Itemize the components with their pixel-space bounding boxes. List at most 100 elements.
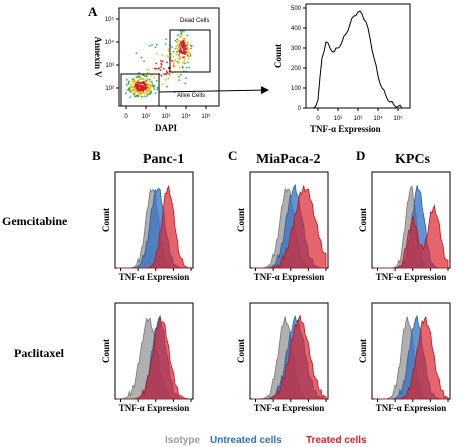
scatter-point xyxy=(130,83,133,86)
scatter-point xyxy=(172,50,175,53)
hist-xlabel: TNF-α Expression xyxy=(310,124,381,134)
hist-x-tick-label: 10⁴ xyxy=(373,115,383,122)
scatter-x-tick-label: 10⁴ xyxy=(181,113,191,120)
scatter-point xyxy=(176,38,178,41)
scatter-point xyxy=(178,53,181,56)
scatter-point xyxy=(179,35,181,38)
scatter-point xyxy=(143,75,146,78)
scatter-point xyxy=(186,61,189,64)
legend: Isotype Untreated cells Treated cells xyxy=(165,435,367,446)
scatter-point xyxy=(188,51,190,54)
overlay-histograms: Count TNF-α Expression Count TNF-α Expressi… xyxy=(101,171,451,413)
scatter-point xyxy=(188,66,191,69)
scatter-point xyxy=(155,52,158,55)
scatter-point xyxy=(133,89,136,92)
scatter-point xyxy=(145,95,148,98)
gate-label-dead: Dead Cells xyxy=(180,18,209,24)
scatter-point xyxy=(172,64,175,67)
scatter-point xyxy=(178,51,181,53)
hist-y-ticks: 0 100 200 300 400 500 xyxy=(291,6,306,112)
scatter-point xyxy=(157,67,160,70)
y-axis-label: Count xyxy=(236,339,246,363)
scatter-point xyxy=(166,55,168,57)
scatter-point xyxy=(146,78,149,81)
scatter-point xyxy=(186,49,188,52)
scatter-point xyxy=(138,72,140,74)
scatter-point xyxy=(147,90,150,93)
scatter-point xyxy=(154,46,157,49)
histogram-panel-b-paclitaxel: Count TNF-α Expression xyxy=(101,302,194,413)
scatter-point xyxy=(178,66,181,69)
legend-untreated: Untreated cells xyxy=(210,435,282,446)
hist-y-tick-label: 500 xyxy=(291,6,302,12)
scatter-point xyxy=(162,67,165,70)
scatter-plot: Dead Cells Alive Cells 0 10² 10³ 10⁴ 10⁵ 10²… xyxy=(93,7,220,133)
scatter-point xyxy=(125,84,128,86)
scatter-point xyxy=(136,86,139,89)
hist-ylabel: Count xyxy=(273,44,283,68)
scatter-x-tick-label: 10³ xyxy=(162,114,171,120)
scatter-point xyxy=(151,83,154,85)
scatter-point xyxy=(143,81,145,84)
scatter-point xyxy=(155,62,158,65)
scatter-point xyxy=(143,95,146,98)
scatter-point xyxy=(135,52,138,55)
histogram-panel-c-paclitaxel: Count TNF-α Expression xyxy=(236,302,329,413)
scatter-point xyxy=(145,79,148,82)
scatter-point xyxy=(128,87,131,89)
scatter-point xyxy=(142,91,145,94)
hist-y-tick-label: 0 xyxy=(298,106,302,112)
tnf-histogram: 0 10² 10³ 10⁴ 10⁵ 0 100 200 300 400 500 TNF-α Exp… xyxy=(273,3,411,134)
scatter-point xyxy=(148,78,151,81)
scatter-point xyxy=(141,82,144,85)
scatter-point xyxy=(136,91,139,94)
scatter-point xyxy=(139,93,142,96)
scatter-point xyxy=(184,37,186,40)
scatter-point xyxy=(182,45,185,48)
scatter-point xyxy=(179,57,182,59)
scatter-point xyxy=(135,90,138,93)
scatter-point xyxy=(166,61,168,64)
scatter-point xyxy=(144,83,147,86)
scatter-point xyxy=(160,63,163,66)
y-axis-label: Count xyxy=(358,339,368,363)
scatter-point xyxy=(133,79,136,82)
scatter-point xyxy=(131,88,134,91)
scatter-point xyxy=(182,56,184,59)
legend-isotype: Isotype xyxy=(165,435,200,446)
scatter-point xyxy=(138,93,141,96)
scatter-point xyxy=(134,81,137,84)
scatter-point xyxy=(148,80,151,83)
scatter-point xyxy=(160,74,163,77)
gate-label-alive: Alive Cells xyxy=(177,93,205,99)
hist-x-tick-label: 10⁵ xyxy=(393,115,403,122)
scatter-xlabel: DAPI xyxy=(155,123,177,133)
scatter-x-tick-label: 10⁵ xyxy=(201,113,211,120)
panel-letter-a: A xyxy=(88,4,98,19)
histogram-panel-d-gemcitabine: Count TNF-α Expression xyxy=(358,171,451,282)
scatter-point xyxy=(137,89,140,91)
panel-title-kpcs: KPCs xyxy=(395,152,431,167)
gating-arrow xyxy=(158,86,269,95)
scatter-point xyxy=(184,62,186,65)
scatter-point xyxy=(153,67,156,70)
scatter-point xyxy=(179,41,182,44)
scatter-point xyxy=(176,60,179,63)
scatter-point xyxy=(135,94,138,97)
scatter-point xyxy=(133,92,136,95)
y-axis-label: Count xyxy=(101,339,111,363)
scatter-point xyxy=(142,86,145,89)
scatter-point xyxy=(145,90,148,93)
scatter-ylabel: Annexin V xyxy=(93,36,103,78)
histogram-panel-d-paclitaxel: Count TNF-α Expression xyxy=(358,302,451,413)
hist-x-ticks: 0 10² 10³ 10⁴ 10⁵ xyxy=(316,108,403,122)
scatter-point xyxy=(163,73,165,75)
scatter-point xyxy=(184,46,186,49)
gate-alive-cells xyxy=(120,73,160,107)
scatter-point xyxy=(168,72,171,75)
scatter-point xyxy=(150,74,153,77)
scatter-point xyxy=(181,34,184,37)
scatter-point xyxy=(165,38,168,41)
scatter-point xyxy=(136,76,139,78)
scatter-point xyxy=(151,44,153,46)
